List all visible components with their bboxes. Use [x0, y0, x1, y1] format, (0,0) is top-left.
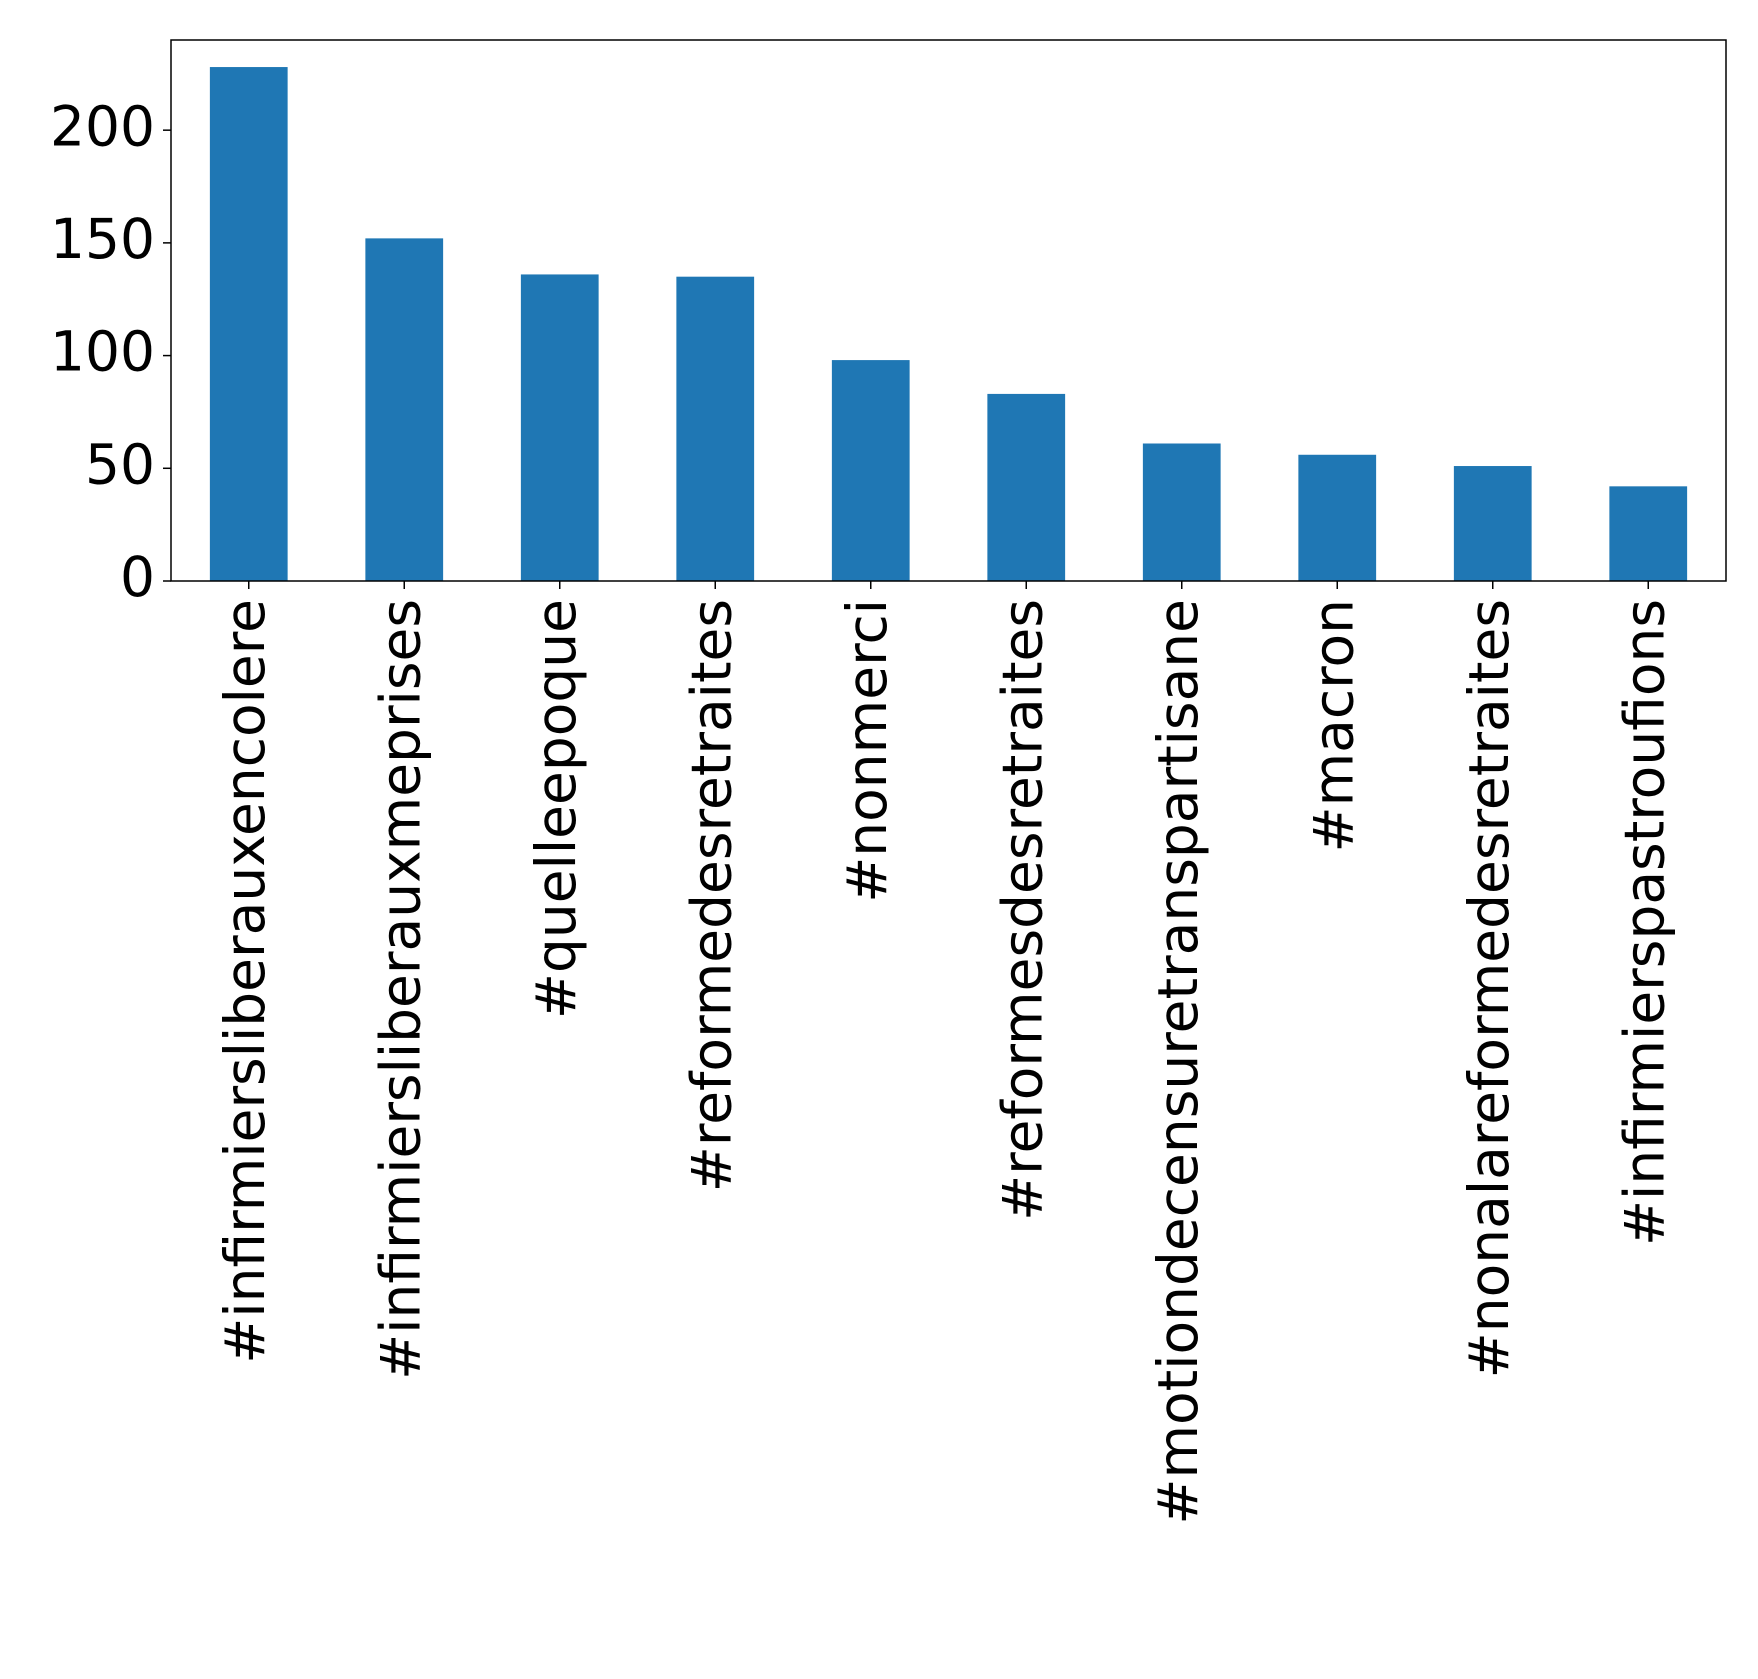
- bar: [1142, 443, 1221, 581]
- y-tick-label: 50: [85, 432, 155, 496]
- y-tick-label: 150: [50, 207, 155, 271]
- x-tick-label: #reformesdesretraites: [990, 599, 1054, 1221]
- bar: [676, 276, 755, 581]
- bar: [520, 274, 599, 581]
- x-tick-label: #nonalareformedesretraites: [1457, 599, 1521, 1378]
- bar: [1609, 486, 1688, 581]
- y-tick-label: 200: [50, 94, 155, 158]
- bar: [209, 67, 288, 582]
- x-tick-label: #macron: [1301, 599, 1365, 853]
- y-tick-label: 100: [50, 320, 155, 384]
- bars-group: [209, 67, 1688, 582]
- plot-frame: [170, 39, 1727, 582]
- bar: [831, 360, 910, 581]
- y-axis: 0 50 100 150 200: [50, 94, 171, 609]
- bar: [1298, 454, 1377, 581]
- y-tick-label: 0: [120, 545, 155, 609]
- x-tick-label: #infirmiersliberauxmeprises: [368, 599, 432, 1380]
- x-tick-label: #infirmierspastroufions: [1612, 599, 1676, 1246]
- x-axis: #infirmiersliberauxencolere #infirmiersli…: [213, 581, 1676, 1525]
- bar: [1453, 466, 1532, 581]
- x-tick-label: #nonmerci: [835, 599, 899, 903]
- x-tick-label: #motiondecensuretranspartisane: [1146, 599, 1210, 1525]
- x-tick-label: #infirmiersliberauxencolere: [213, 599, 277, 1364]
- bar: [365, 238, 444, 581]
- x-tick-label: #quelleepoque: [524, 599, 588, 1019]
- x-tick-label: #reformedesretraites: [679, 599, 743, 1192]
- bar: [987, 393, 1066, 581]
